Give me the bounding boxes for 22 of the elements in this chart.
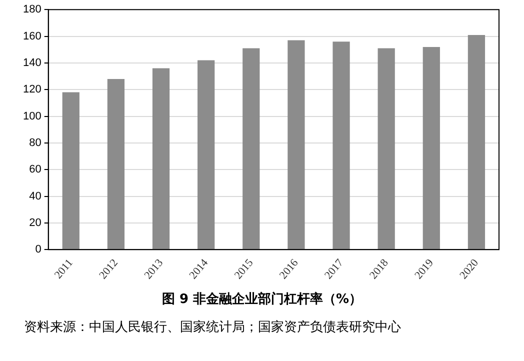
bar bbox=[332, 42, 350, 250]
y-tick-label: 120 bbox=[22, 84, 42, 96]
y-tick-label: 160 bbox=[22, 30, 42, 42]
bar bbox=[107, 78, 125, 250]
bar bbox=[152, 68, 170, 250]
bar bbox=[422, 46, 440, 250]
y-tick-label: 80 bbox=[29, 137, 42, 149]
bar bbox=[378, 48, 395, 250]
y-tick-label: 40 bbox=[29, 190, 42, 202]
text: 资料来源：中国人民银行、国家统计局；国家资产负债表研究中心 bbox=[24, 319, 401, 336]
y-tick-label: 180 bbox=[22, 4, 42, 16]
y-tick-label: 20 bbox=[29, 217, 42, 230]
y-tick-label: 60 bbox=[29, 164, 42, 176]
bar bbox=[288, 40, 305, 250]
bar bbox=[468, 34, 486, 250]
bar bbox=[242, 48, 260, 250]
y-tick-label: 0 bbox=[35, 244, 42, 256]
text: 图 9 非金融企业部门杠杆率（%） bbox=[160, 290, 364, 308]
bar bbox=[62, 92, 80, 250]
y-tick-label: 100 bbox=[22, 110, 42, 122]
y-tick-label: 140 bbox=[22, 56, 42, 69]
bar bbox=[198, 60, 215, 250]
